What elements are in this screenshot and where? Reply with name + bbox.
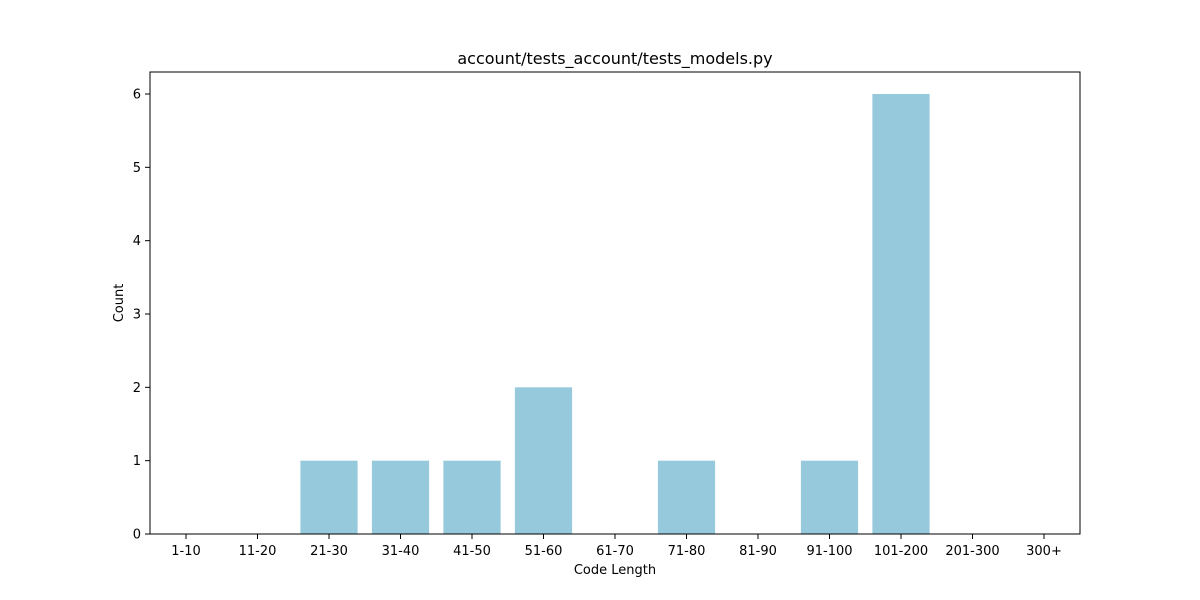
chart-title: account/tests_account/tests_models.py [457,49,772,69]
x-tick-label: 41-50 [453,544,491,559]
bar-101-200 [872,94,930,534]
bar-21-30 [300,460,358,534]
y-axis-ticks: 0 1 2 3 4 5 6 [133,88,150,543]
x-tick-label: 21-30 [310,544,348,559]
x-tick-label: 51-60 [525,544,563,559]
x-tick-label: 201-300 [945,544,999,559]
bar-71-80 [657,460,716,534]
plot-frame [149,71,1081,535]
x-tick-label: 300+ [1026,544,1062,559]
x-tick-label: 11-20 [239,544,277,559]
y-tick-label: 5 [133,161,141,176]
x-axis-label: Code Length [574,563,656,578]
y-tick-label: 0 [133,528,141,543]
x-tick-label: 61-70 [596,544,634,559]
x-tick-label: 81-90 [739,544,777,559]
y-tick-label: 1 [133,454,141,469]
y-tick-label: 4 [133,234,141,249]
y-tick-label: 6 [133,88,141,103]
x-tick-label: 31-40 [382,544,420,559]
bar-31-40 [371,460,430,534]
bar-41-50 [443,460,501,534]
y-tick-label: 2 [133,381,141,396]
x-tick-label: 1-10 [171,544,201,559]
x-tick-label: 101-200 [874,544,928,559]
x-tick-label: 91-100 [806,544,852,559]
bar-51-60 [514,387,573,534]
bar-91-100 [800,460,859,534]
y-axis-label: Count [112,284,127,323]
y-tick-label: 3 [133,308,141,323]
x-tick-label: 71-80 [668,544,706,559]
x-axis-ticks: 1-10 11-20 21-30 31-40 41-50 51-60 61-70 71-80 8… [171,534,1062,559]
bars-group [300,94,930,534]
